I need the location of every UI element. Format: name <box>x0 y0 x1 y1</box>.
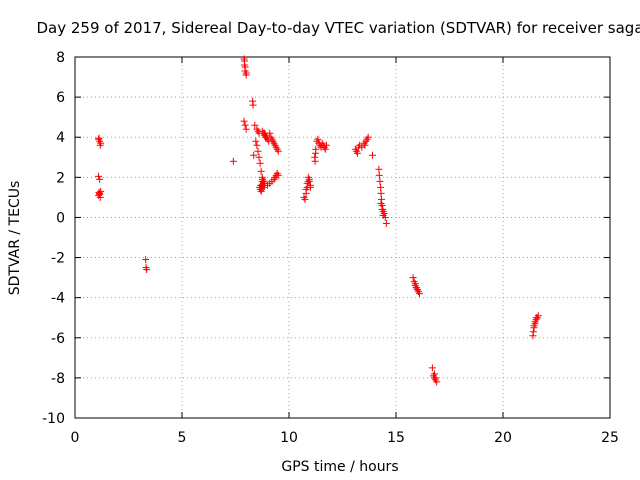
data-point <box>96 141 104 149</box>
data-point <box>266 129 274 137</box>
x-tick-label: 10 <box>280 430 298 446</box>
y-tick-label: 2 <box>56 170 65 186</box>
data-point <box>409 274 417 282</box>
data-point <box>304 173 312 181</box>
data-point <box>240 57 248 65</box>
data-point <box>143 266 151 274</box>
data-point <box>96 175 104 183</box>
data-point <box>368 151 376 159</box>
data-point <box>242 69 250 77</box>
data-point <box>257 167 265 175</box>
data-point <box>428 364 436 372</box>
data-point <box>529 328 537 336</box>
data-point <box>532 314 540 322</box>
data-point <box>274 171 282 179</box>
data-point <box>274 147 282 155</box>
data-point <box>306 183 314 191</box>
y-tick-label: -6 <box>51 331 65 347</box>
y-axis-label: SDTVAR / TECUs <box>7 181 23 296</box>
data-point <box>242 125 250 133</box>
data-point <box>353 149 361 157</box>
data-point <box>378 205 386 213</box>
data-point <box>256 159 264 167</box>
data-point <box>322 141 330 149</box>
data-point <box>379 211 387 219</box>
data-point <box>261 181 269 189</box>
x-axis-label: GPS time / hours <box>281 459 398 475</box>
data-point <box>382 219 390 227</box>
data-point <box>142 256 150 264</box>
x-tick-label: 0 <box>71 430 80 446</box>
data-point <box>376 177 384 185</box>
data-point <box>411 280 419 288</box>
y-tick-label: 8 <box>56 50 65 66</box>
y-tick-label: 0 <box>56 210 65 226</box>
x-tick-label: 15 <box>387 430 405 446</box>
y-axis: -10 -8 -6 -4 -2 0 2 4 6 8 <box>42 50 610 427</box>
y-tick-label: 6 <box>56 90 65 106</box>
x-axis: 0 5 10 15 20 25 <box>71 57 619 446</box>
data-point <box>311 157 319 165</box>
grid <box>75 57 610 418</box>
data-point <box>96 190 104 198</box>
plot-frame <box>74 56 611 419</box>
data-point <box>377 183 385 191</box>
data-point <box>229 157 237 165</box>
data-point <box>530 322 538 330</box>
chart-title: Day 259 of 2017, Sidereal Day-to-day VTE… <box>36 19 640 37</box>
data-point <box>361 141 369 149</box>
y-tick-label: -2 <box>51 251 65 267</box>
data-point <box>261 133 269 141</box>
data-point <box>431 370 439 378</box>
data-point <box>321 145 329 153</box>
y-tick-label: 4 <box>56 130 65 146</box>
data-point <box>254 147 262 155</box>
data-point <box>240 117 248 125</box>
data-point <box>95 172 103 180</box>
data-point <box>302 185 310 193</box>
data-point <box>250 151 258 159</box>
data-point <box>241 63 249 71</box>
data-point <box>251 121 259 129</box>
data-point <box>413 286 421 294</box>
data-point <box>377 189 385 197</box>
data-points <box>95 55 542 386</box>
data-point <box>301 195 309 203</box>
data-point <box>95 134 103 142</box>
data-point <box>375 165 383 173</box>
data-point <box>416 290 424 298</box>
data-point <box>249 101 257 109</box>
data-point <box>241 121 249 129</box>
y-tick-label: -10 <box>42 411 65 427</box>
data-point <box>96 193 104 201</box>
data-point <box>377 199 385 207</box>
y-tick-label: -8 <box>51 371 65 387</box>
data-point <box>375 171 383 179</box>
data-point <box>252 137 260 145</box>
data-point <box>432 374 440 382</box>
data-point <box>255 153 263 161</box>
x-tick-label: 5 <box>178 430 187 446</box>
x-tick-label: 20 <box>494 430 512 446</box>
data-point <box>433 378 441 386</box>
y-tick-label: -4 <box>51 291 65 307</box>
data-point <box>364 133 372 141</box>
data-point <box>312 149 320 157</box>
data-point <box>253 141 261 149</box>
data-point <box>314 135 322 143</box>
data-point <box>305 177 313 185</box>
data-point <box>531 318 539 326</box>
x-tick-label: 25 <box>601 430 619 446</box>
